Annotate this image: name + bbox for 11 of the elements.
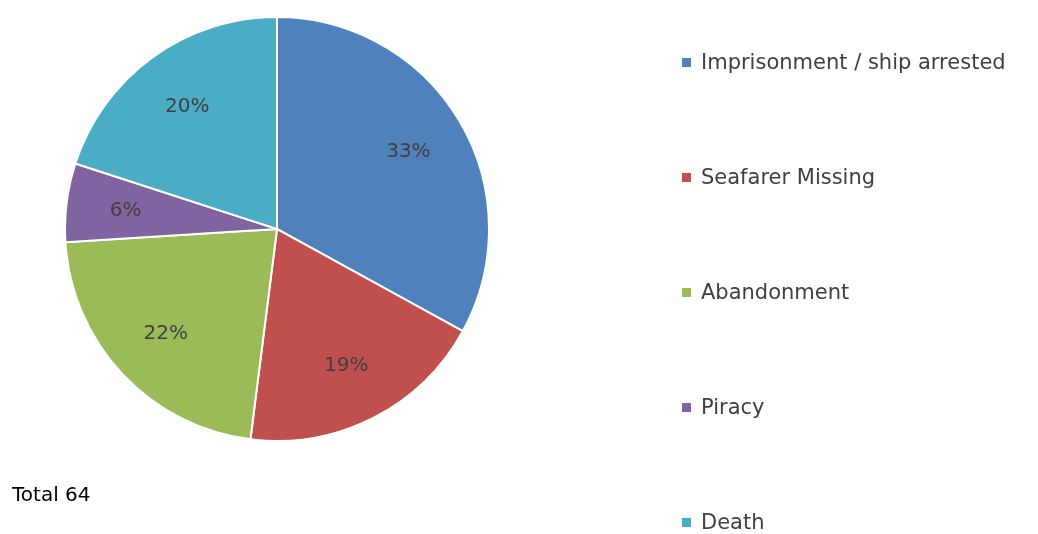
data-label: 6% xyxy=(109,196,142,221)
legend-label: Death xyxy=(701,509,765,534)
legend-label: Abandonment xyxy=(701,279,850,304)
data-label: 19% xyxy=(324,352,369,376)
legend-label: Seafarer Missing xyxy=(701,164,876,189)
data-label: 20% xyxy=(165,92,210,117)
legend-label: Imprisonment / ship arrested xyxy=(701,49,1006,74)
text: Total 64 xyxy=(11,482,91,506)
data-label: 22% xyxy=(143,320,188,345)
legend-label: Piracy xyxy=(701,394,765,419)
data-label: 33% xyxy=(386,138,431,163)
